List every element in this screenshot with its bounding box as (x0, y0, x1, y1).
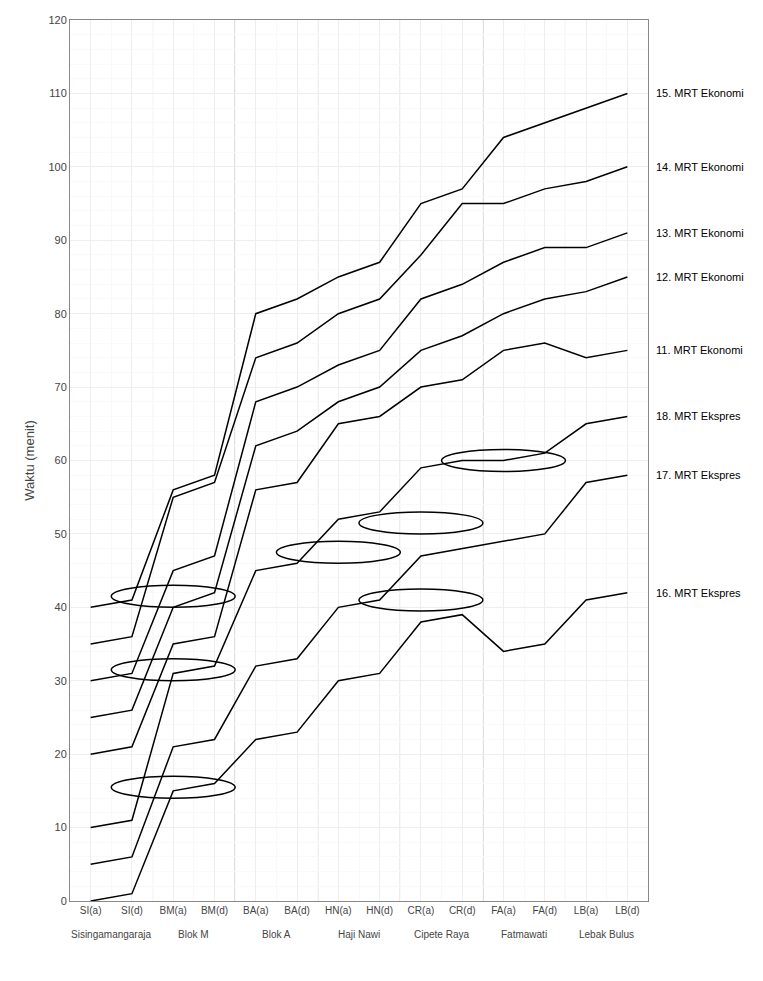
svg-text:LB(a): LB(a) (574, 905, 598, 916)
svg-text:14. MRT Ekonomi: 14. MRT Ekonomi (656, 161, 744, 173)
svg-text:20: 20 (55, 748, 67, 760)
svg-text:Blok A: Blok A (262, 929, 291, 940)
svg-text:50: 50 (55, 528, 67, 540)
svg-text:11. MRT Ekonomi: 11. MRT Ekonomi (656, 344, 743, 356)
svg-text:Cipete Raya: Cipete Raya (414, 929, 469, 940)
svg-text:CR(a): CR(a) (408, 905, 435, 916)
svg-text:BA(d): BA(d) (284, 905, 310, 916)
svg-text:LB(d): LB(d) (615, 905, 639, 916)
svg-text:80: 80 (55, 308, 67, 320)
svg-text:30: 30 (55, 675, 67, 687)
svg-text:BM(a): BM(a) (160, 905, 187, 916)
svg-text:15. MRT Ekonomi: 15. MRT Ekonomi (656, 87, 744, 99)
svg-text:CR(d): CR(d) (449, 905, 476, 916)
svg-text:100: 100 (48, 161, 66, 173)
svg-text:90: 90 (55, 234, 67, 246)
svg-text:Sisingamangaraja: Sisingamangaraja (71, 929, 151, 940)
svg-text:70: 70 (55, 381, 67, 393)
svg-text:FA(d): FA(d) (533, 905, 557, 916)
svg-text:HN(d): HN(d) (366, 905, 393, 916)
svg-text:SI(d): SI(d) (121, 905, 143, 916)
svg-text:BA(a): BA(a) (243, 905, 269, 916)
svg-text:HN(a): HN(a) (325, 905, 352, 916)
svg-text:SI(a): SI(a) (80, 905, 102, 916)
svg-text:17. MRT Ekspres: 17. MRT Ekspres (656, 469, 741, 481)
svg-text:120: 120 (48, 14, 66, 26)
svg-text:Waktu (menit): Waktu (menit) (22, 420, 37, 500)
svg-text:Fatmawati: Fatmawati (501, 929, 547, 940)
svg-text:10: 10 (55, 821, 67, 833)
svg-text:110: 110 (49, 87, 67, 99)
svg-text:16. MRT Ekspres: 16. MRT Ekspres (656, 587, 741, 599)
svg-text:0: 0 (61, 895, 67, 907)
svg-text:40: 40 (55, 601, 67, 613)
svg-text:Haji Nawi: Haji Nawi (338, 929, 380, 940)
svg-text:FA(a): FA(a) (491, 905, 515, 916)
svg-text:Lebak Bulus: Lebak Bulus (579, 929, 634, 940)
svg-text:12. MRT Ekonomi: 12. MRT Ekonomi (656, 271, 744, 283)
svg-text:13. MRT Ekonomi: 13. MRT Ekonomi (656, 227, 744, 239)
svg-text:18. MRT Ekspres: 18. MRT Ekspres (656, 410, 741, 422)
svg-text:BM(d): BM(d) (201, 905, 228, 916)
svg-text:60: 60 (55, 454, 67, 466)
svg-text:Blok M: Blok M (178, 929, 209, 940)
